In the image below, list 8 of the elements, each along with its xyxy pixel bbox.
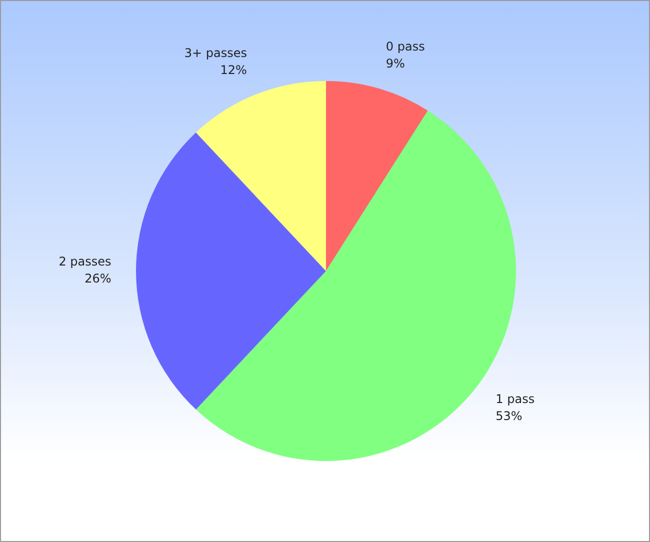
- data-label: 9%: [386, 56, 405, 70]
- data-label: 26%: [84, 272, 112, 286]
- slice-label: 0 pass: [386, 39, 425, 54]
- slice-label: 3+ passes: [184, 46, 247, 60]
- slice-label: 1 pass: [496, 392, 535, 406]
- data-label: 12%: [220, 63, 247, 78]
- data-label: 53%: [496, 409, 522, 424]
- slice-label: 2 passes: [58, 254, 112, 269]
